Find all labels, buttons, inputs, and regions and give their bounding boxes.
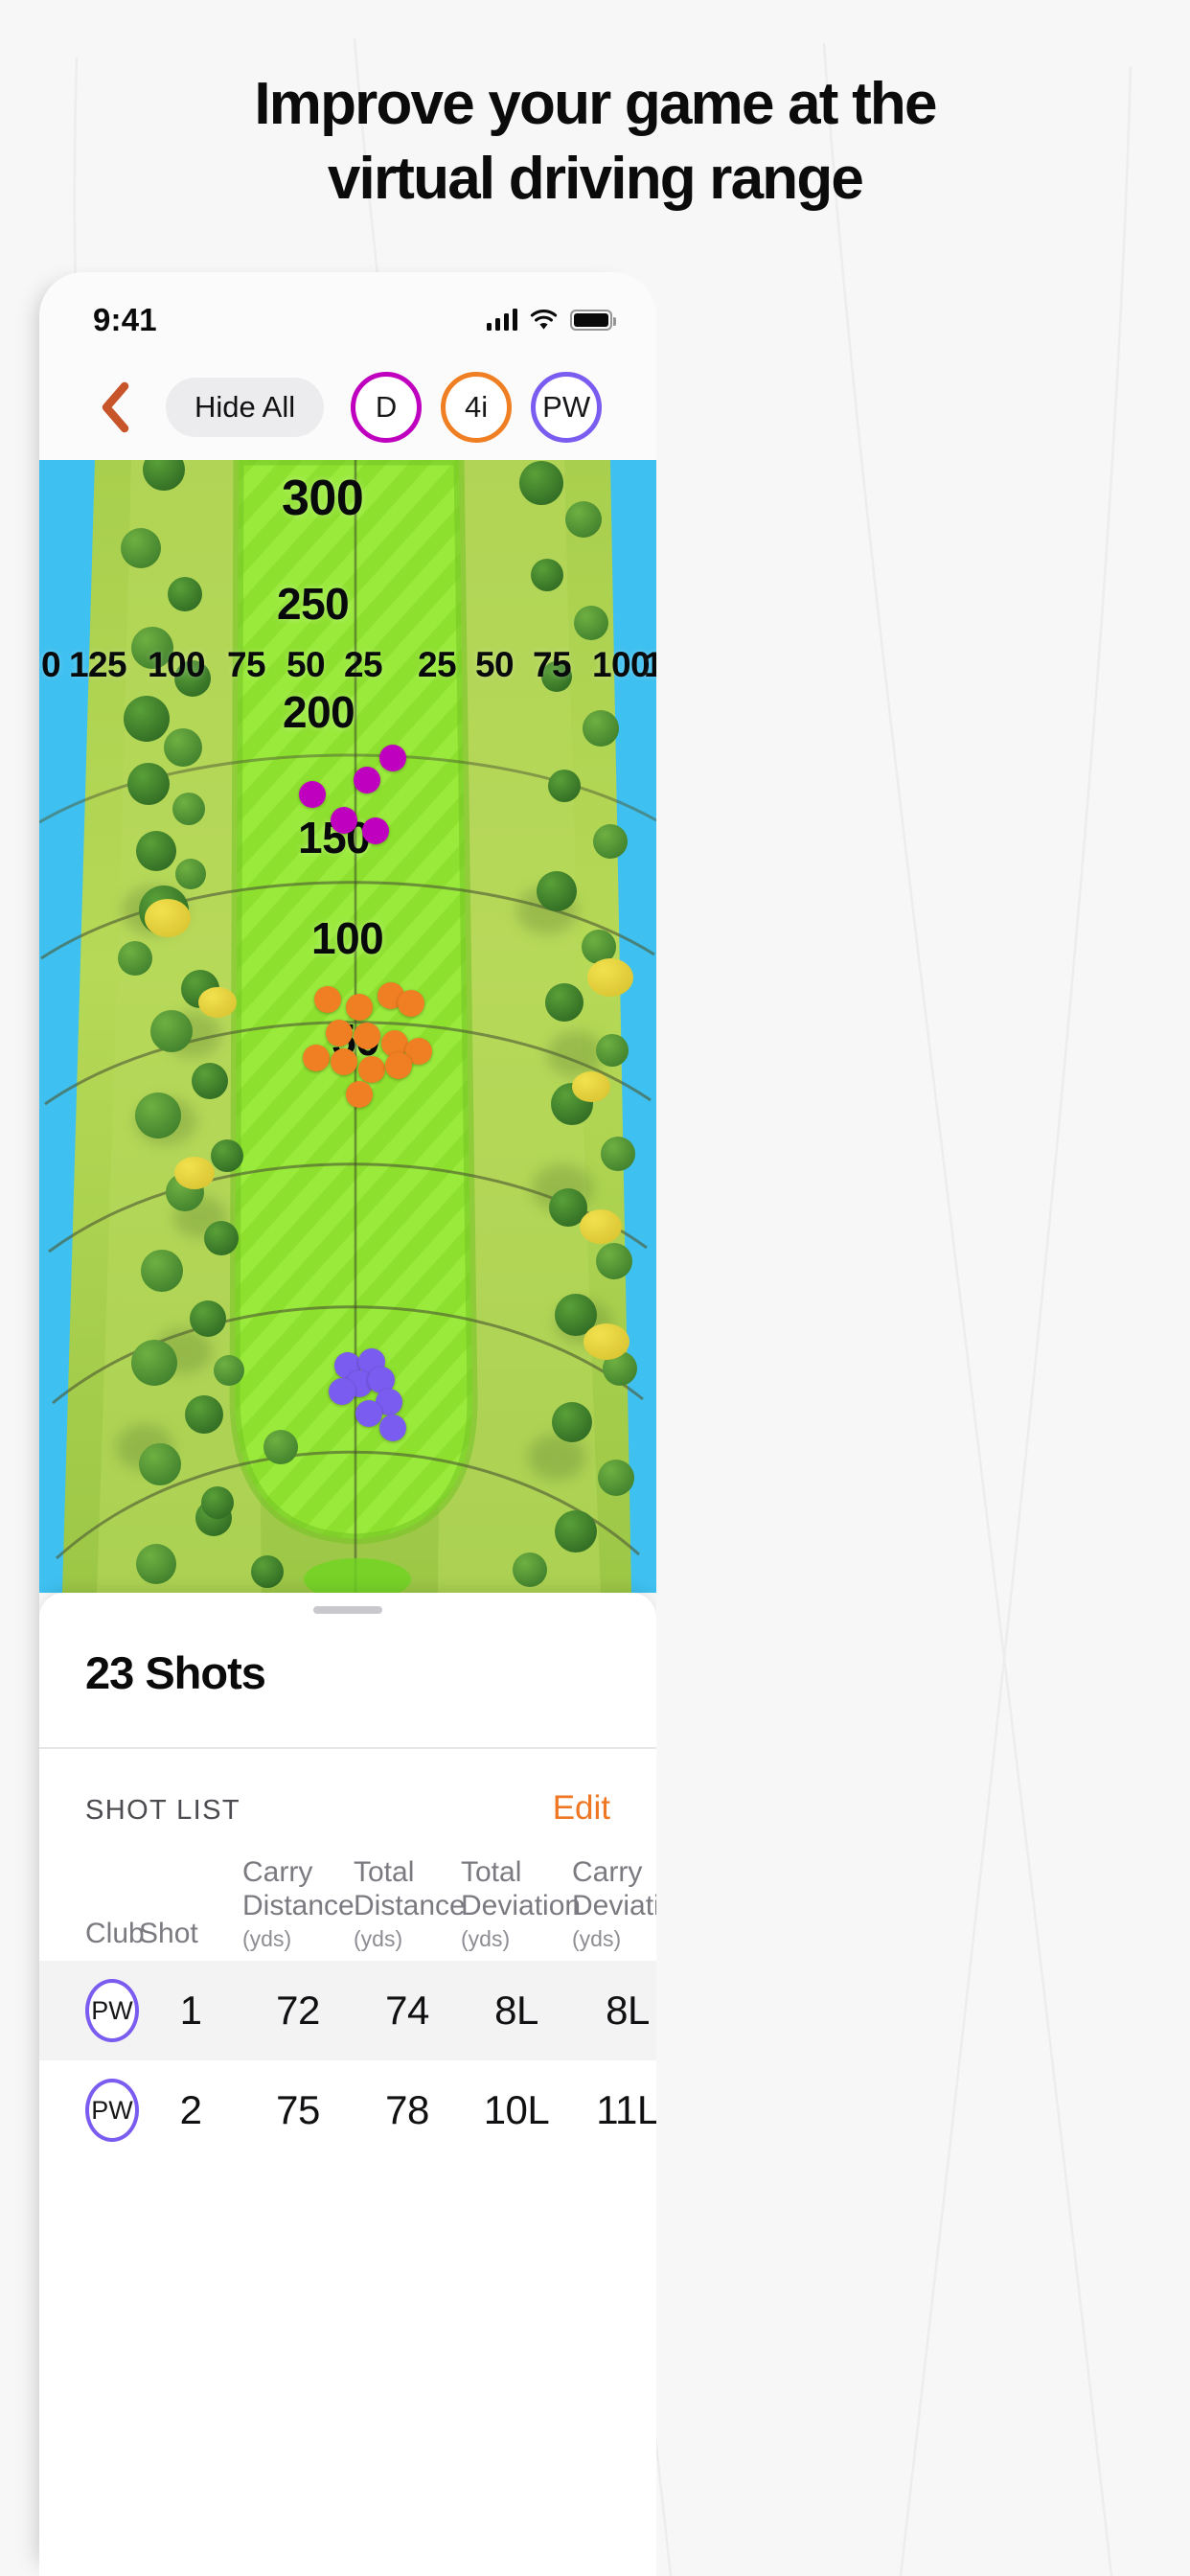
headline-line-2: virtual driving range (327, 146, 864, 212)
shot-dot-4i[interactable] (330, 1048, 357, 1076)
shot-dot-d[interactable] (361, 817, 389, 845)
column-header-total-deviation: Total Deviation (yds) (461, 1856, 582, 1951)
cell-shot-number: 2 (139, 2087, 242, 2133)
cell-shot-number: 1 (139, 1988, 242, 2034)
shot-dot-pw[interactable] (328, 1377, 355, 1405)
club-filter-4-iron-label: 4i (465, 390, 489, 424)
status-bar: 9:41 (39, 272, 656, 355)
column-header-carry-distance: Carry Distance (yds) (242, 1856, 355, 1951)
hide-all-button[interactable]: Hide All (166, 378, 325, 437)
shot-dot-4i[interactable] (357, 1055, 385, 1083)
page-title: Improve your game at the virtual driving… (0, 75, 1190, 209)
cell-total-distance: 74 (354, 1988, 461, 2034)
headline-line-1: Improve your game at the (254, 71, 937, 137)
shot-dot-4i[interactable] (346, 993, 374, 1021)
shot-list-header: SHOT LIST Edit (39, 1749, 656, 1828)
cell-club: PW (39, 1979, 139, 2043)
club-filter-pitching-wedge[interactable]: PW (531, 372, 603, 443)
sheet-grabber[interactable] (313, 1606, 382, 1614)
shot-dot-layer (39, 460, 656, 1593)
carry-deviation-value: 8L (606, 1988, 650, 2034)
club-badge: PW (85, 2079, 139, 2143)
wifi-icon (530, 310, 558, 331)
shot-list-body: PW 1 72 74 8L 8L PW 2 75 78 10L 11L (39, 1961, 656, 2160)
shot-number-value: 1 (179, 1988, 202, 2034)
cell-carry-deviation: 11L (572, 2087, 656, 2133)
cell-total-distance: 78 (354, 2087, 461, 2133)
shot-dot-d[interactable] (379, 745, 407, 772)
battery-icon (570, 310, 616, 331)
column-header-shot: Shot (139, 1918, 198, 1950)
cell-carry-distance: 75 (242, 2087, 354, 2133)
status-bar-clock: 9:41 (93, 302, 157, 337)
shot-dot-4i[interactable] (326, 1019, 354, 1046)
club-filter-pitching-wedge-label: PW (542, 390, 591, 424)
club-filter-4-iron[interactable]: 4i (441, 372, 513, 443)
shot-dot-4i[interactable] (302, 1045, 330, 1072)
cell-carry-deviation: 8L (572, 1988, 656, 2034)
shot-dot-4i[interactable] (385, 1051, 413, 1079)
club-filter-driver[interactable]: D (351, 372, 423, 443)
total-distance-value: 78 (385, 2087, 429, 2133)
shot-dot-4i[interactable] (314, 986, 342, 1014)
hide-all-label: Hide All (195, 390, 296, 424)
table-row[interactable]: PW 2 75 78 10L 11L (39, 2060, 656, 2160)
status-bar-indicators (486, 309, 616, 331)
shot-dot-d[interactable] (298, 781, 326, 809)
column-header-total-distance: Total Distance (yds) (354, 1856, 466, 1951)
table-row[interactable]: PW 1 72 74 8L 8L (39, 1961, 656, 2061)
shot-list-sheet: 23 Shots SHOT LIST Edit Club Shot Carry … (39, 1593, 656, 2576)
phone-mockup: 9:41 Hide All D (39, 272, 656, 2576)
shot-dot-d[interactable] (354, 766, 381, 794)
back-button[interactable] (89, 381, 141, 433)
total-deviation-value: 8L (494, 1988, 538, 2034)
column-header-club: Club (85, 1918, 145, 1950)
driving-range-map[interactable]: 300 250 200 150 100 50 0 125 100 75 50 2… (39, 460, 656, 1593)
cell-total-deviation: 8L (461, 1988, 572, 2034)
total-deviation-value: 10L (483, 2087, 550, 2133)
chevron-left-icon (102, 381, 129, 433)
club-filter-driver-label: D (375, 390, 398, 424)
shot-dot-pw[interactable] (379, 1414, 407, 1442)
total-distance-value: 74 (385, 1988, 429, 2034)
club-toolbar: Hide All D 4i PW (39, 355, 656, 460)
shot-dot-4i[interactable] (397, 989, 424, 1017)
cell-carry-distance: 72 (242, 1988, 354, 2034)
shot-dot-d[interactable] (330, 806, 357, 834)
cellular-signal-icon (486, 309, 517, 331)
shot-dot-4i[interactable] (346, 1081, 374, 1109)
edit-button[interactable]: Edit (552, 1789, 610, 1827)
cell-club: PW (39, 2079, 139, 2143)
shot-list-table: Club Shot Carry Distance (yds) Total Dis… (39, 1856, 656, 2160)
club-filter-group: D 4i PW (351, 372, 603, 443)
cell-total-deviation: 10L (461, 2087, 572, 2133)
club-badge: PW (85, 1979, 139, 2043)
shot-dot-4i[interactable] (354, 1023, 381, 1050)
carry-deviation-value: 11L (596, 2087, 656, 2133)
sheet-divider (39, 1747, 656, 1749)
table-header-row: Club Shot Carry Distance (yds) Total Dis… (39, 1856, 656, 1961)
carry-distance-value: 72 (276, 1988, 320, 2034)
shot-number-value: 2 (179, 2087, 202, 2133)
shot-list-label: SHOT LIST (85, 1795, 240, 1826)
shot-dot-pw[interactable] (355, 1399, 383, 1427)
shot-count-title: 23 Shots (85, 1647, 266, 1698)
carry-distance-value: 75 (276, 2087, 320, 2133)
column-header-carry-deviation: Carry Deviati (yds) (572, 1856, 656, 1951)
